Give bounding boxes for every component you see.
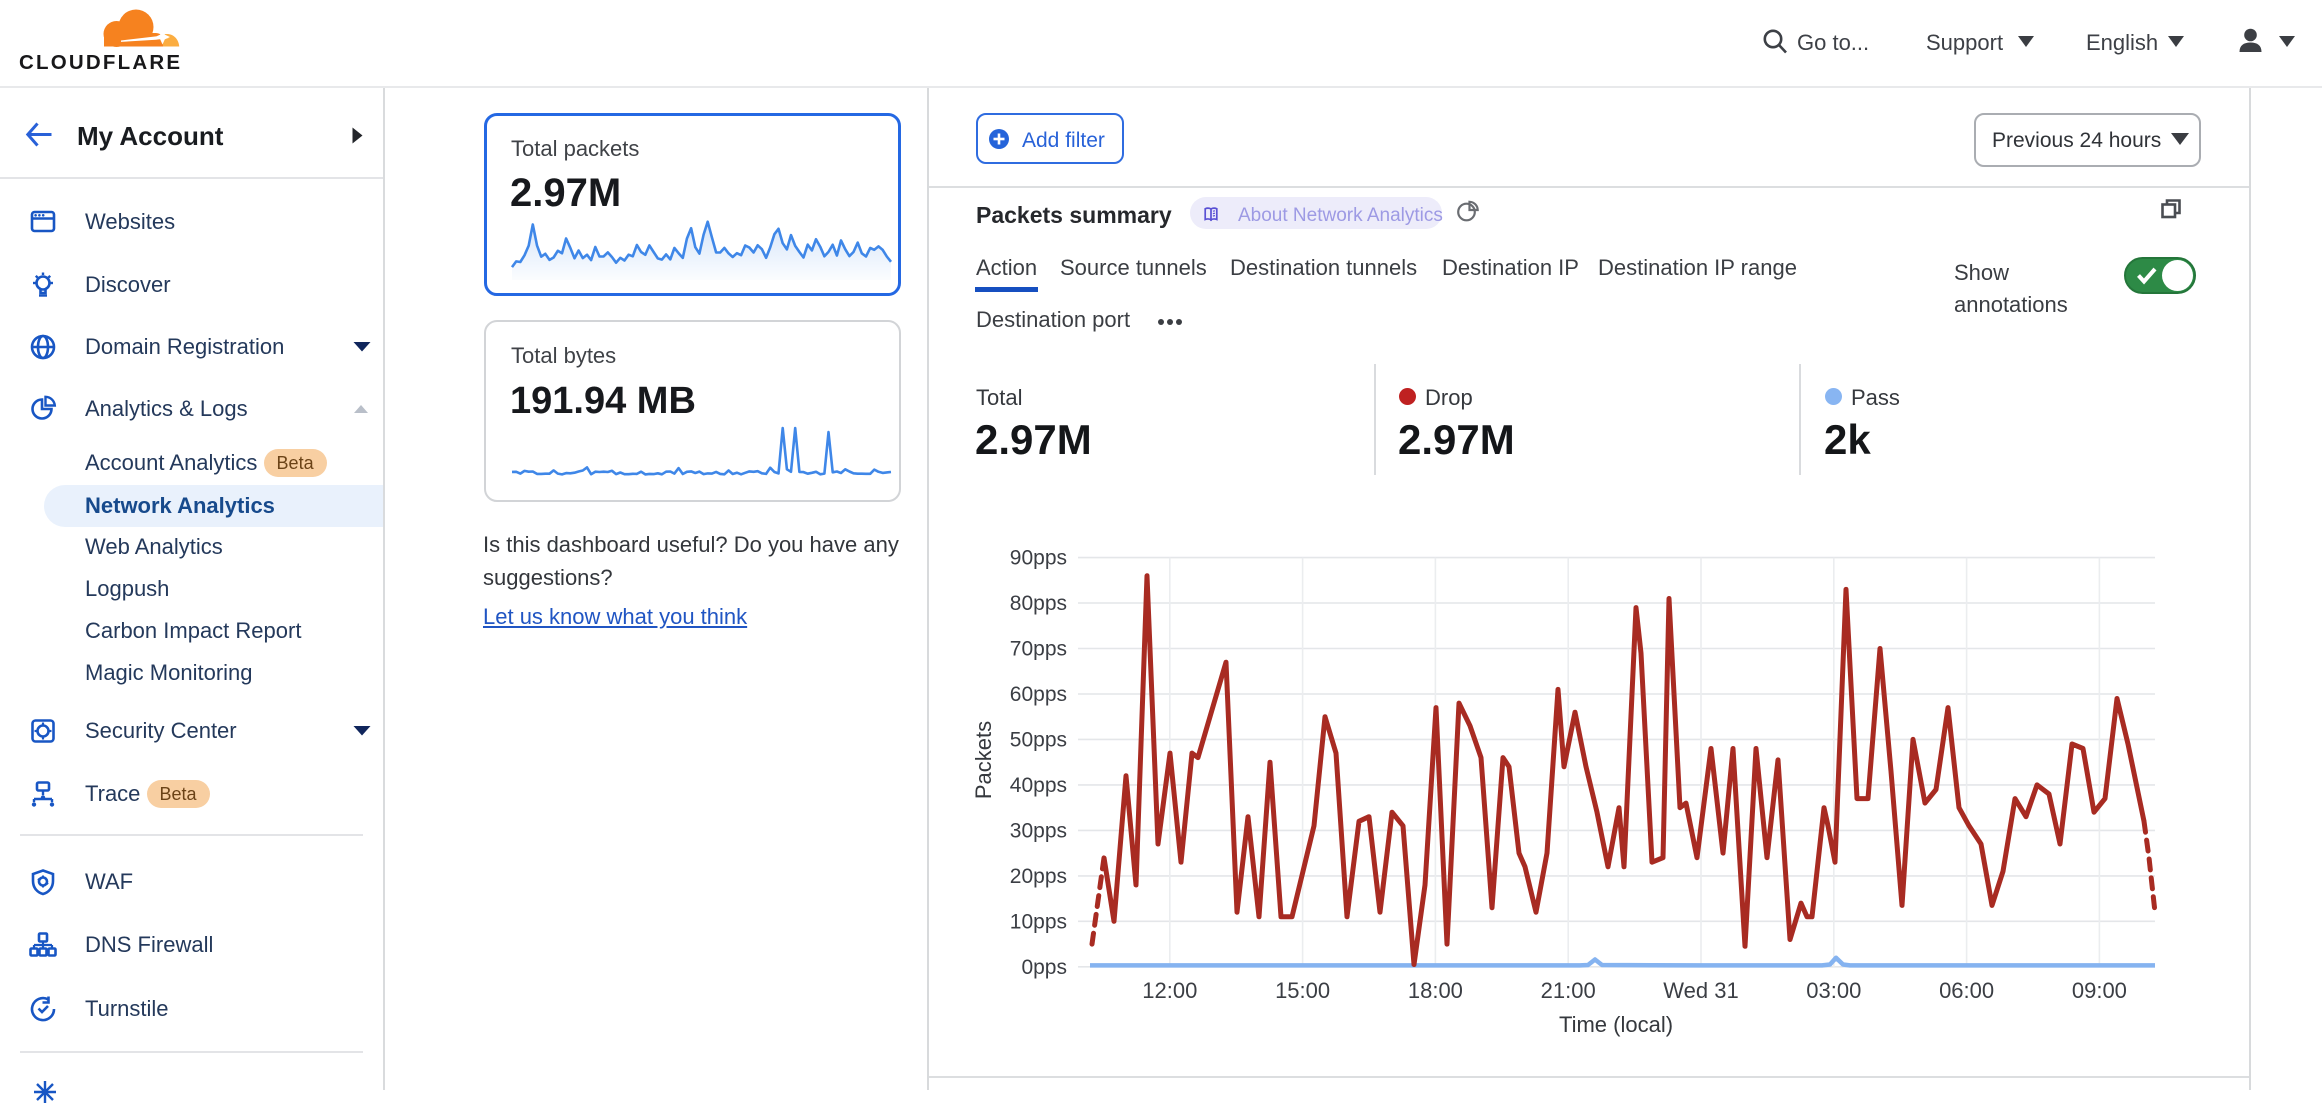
svg-text:90pps: 90pps bbox=[1010, 547, 1067, 570]
svg-text:70pps: 70pps bbox=[1010, 638, 1067, 661]
svg-text:CLOUDFLARE: CLOUDFLARE bbox=[19, 51, 182, 74]
svg-text:12:00: 12:00 bbox=[1142, 978, 1197, 1003]
svg-text:40pps: 40pps bbox=[1010, 774, 1067, 797]
svg-text:03:00: 03:00 bbox=[1806, 978, 1861, 1003]
svg-text:50pps: 50pps bbox=[1010, 728, 1067, 751]
svg-text:20pps: 20pps bbox=[1010, 865, 1067, 888]
svg-text:60pps: 60pps bbox=[1010, 683, 1067, 706]
svg-text:Time (local): Time (local) bbox=[1559, 1012, 1673, 1037]
svg-text:Wed 31: Wed 31 bbox=[1663, 978, 1738, 1003]
svg-text:Packets: Packets bbox=[971, 721, 996, 799]
svg-text:06:00: 06:00 bbox=[1939, 978, 1994, 1003]
svg-text:30pps: 30pps bbox=[1010, 819, 1067, 842]
svg-text:15:00: 15:00 bbox=[1275, 978, 1330, 1003]
svg-text:21:00: 21:00 bbox=[1541, 978, 1596, 1003]
svg-text:10pps: 10pps bbox=[1010, 910, 1067, 933]
svg-text:0pps: 0pps bbox=[1021, 956, 1067, 979]
svg-text:09:00: 09:00 bbox=[2072, 978, 2127, 1003]
svg-text:18:00: 18:00 bbox=[1408, 978, 1463, 1003]
svg-text:80pps: 80pps bbox=[1010, 592, 1067, 615]
